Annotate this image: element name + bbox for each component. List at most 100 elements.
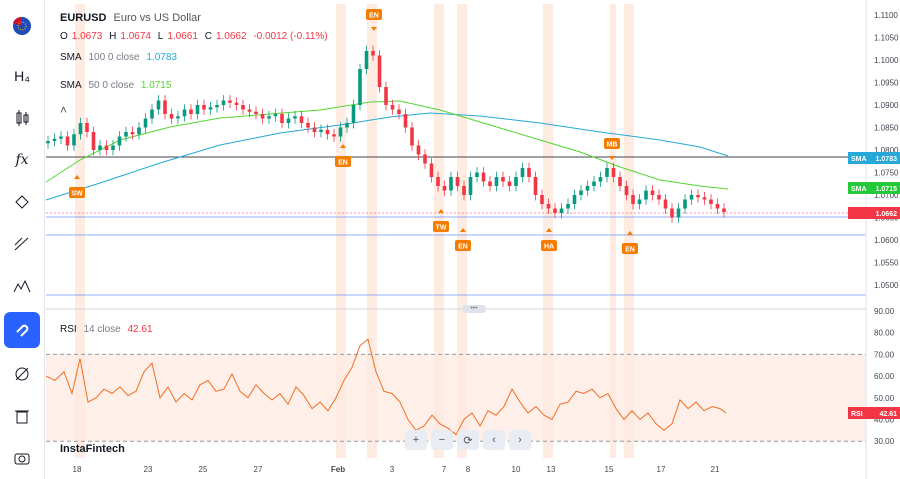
eu-us-flag-icon [13,16,31,35]
candle-body [377,55,382,87]
candle-body [345,123,349,128]
candle-body [611,168,616,177]
candle-body [696,195,700,198]
trend-line-button[interactable] [4,226,40,262]
event-arrow-icon [340,144,346,148]
candle-body [351,105,356,123]
drawing-tools-button[interactable] [4,184,40,220]
scroll-forward-button[interactable]: › [509,430,531,450]
candle-body [533,177,538,195]
rsi-tick-label: 40.00 [874,416,895,425]
candle-body [150,109,154,119]
event-band [367,4,377,458]
brand-logo: InstaFintech [60,443,125,455]
symbol-legend[interactable]: EURUSD Euro vs US Dollar [60,12,205,24]
event-code-label: EN [625,247,635,254]
event-arrow-icon [460,228,466,232]
event-code-label: EN [369,13,379,20]
candle-body [481,172,486,182]
candle-body [59,136,63,139]
rsi-legend[interactable]: RSI 14 close 42.61 [60,324,157,335]
candle-body [416,145,421,155]
price-badge [848,407,900,419]
candle-body [462,186,466,195]
time-tick-label: 13 [547,465,556,474]
candle-body [241,105,245,110]
candle-body [228,100,232,103]
high-value: 1.0674 [120,31,151,42]
magnet-button[interactable] [4,312,40,348]
pane-resize-handle[interactable]: ••• [462,305,486,313]
candle-body [208,107,213,110]
candle-body [260,114,265,119]
candle-body [494,177,499,186]
candle-body [104,145,109,150]
chart-type-h4-icon: H₄ [14,68,30,84]
event-code-label: HA [544,244,554,251]
event-marker [604,138,620,149]
sma50-name: SMA [60,80,82,91]
price-badge [848,182,900,194]
candles-icon [16,110,29,126]
candle-body [650,190,655,195]
candle-body [631,195,635,204]
candle-body [195,105,200,114]
scroll-back-button[interactable]: ‹ [483,430,505,450]
candle-body [182,109,187,117]
delete-drawings-button[interactable] [4,398,40,434]
reset-chart-button[interactable]: ⟳ [457,430,479,450]
rsi-tick-label: 30.00 [874,437,895,446]
candle-body [286,118,291,123]
sma100-legend[interactable]: SMA 100 0 close 1.0783 [60,52,181,63]
hide-drawings-button[interactable] [4,356,40,392]
zoom-out-button[interactable]: − [431,430,453,450]
candle-body [683,199,687,209]
candle-body [429,163,434,177]
candle-body [189,109,193,114]
price-tick-label: 1.0500 [874,281,899,290]
indicators-button[interactable]: fx [4,142,40,178]
candle-body [670,208,674,218]
candle-body [280,114,284,123]
collapse-legend-icon[interactable]: ˄ [60,103,68,117]
event-marker [366,9,382,20]
candle-body [475,172,479,177]
price-tick-label: 1.0600 [874,236,899,245]
screenshot-button[interactable] [4,440,40,476]
time-tick-label: 18 [73,465,82,474]
candle-body [390,105,395,110]
chart-style-button[interactable] [4,100,40,136]
sma50-legend[interactable]: SMA 50 0 close 1.0715 [60,80,175,91]
candle-body [137,127,141,135]
zoom-in-button[interactable]: + [405,430,427,450]
candle-body [169,114,174,119]
hide-drawings-icon [15,367,29,381]
price-tick-label: 1.0850 [874,124,899,133]
price-badge-label: SMA [851,156,867,163]
rsi-tick-label: 80.00 [874,329,895,338]
sma100-name: SMA [60,52,82,63]
price-badge-value: 1.0715 [876,186,898,193]
event-band [624,4,634,458]
interval-button[interactable]: H₄ [4,58,40,94]
patterns-button[interactable] [4,268,40,304]
event-marker [433,221,449,232]
candle-body [397,109,401,114]
event-marker [335,156,351,167]
symbol-flag-icon[interactable] [4,8,40,44]
candle-body [267,116,271,119]
candle-body [156,100,161,110]
candle-body [111,145,115,150]
candle-body [306,123,310,128]
rsi-tick-label: 70.00 [874,350,895,359]
candle-body [403,114,408,128]
candle-body [143,118,148,128]
drawing-tools-icon [15,195,29,209]
rsi-zone [46,354,866,442]
candle-body [117,136,122,146]
candle-body [566,204,570,209]
time-tick-label: Feb [331,465,345,474]
candle-body [72,134,76,146]
rsi-line [45,338,727,436]
